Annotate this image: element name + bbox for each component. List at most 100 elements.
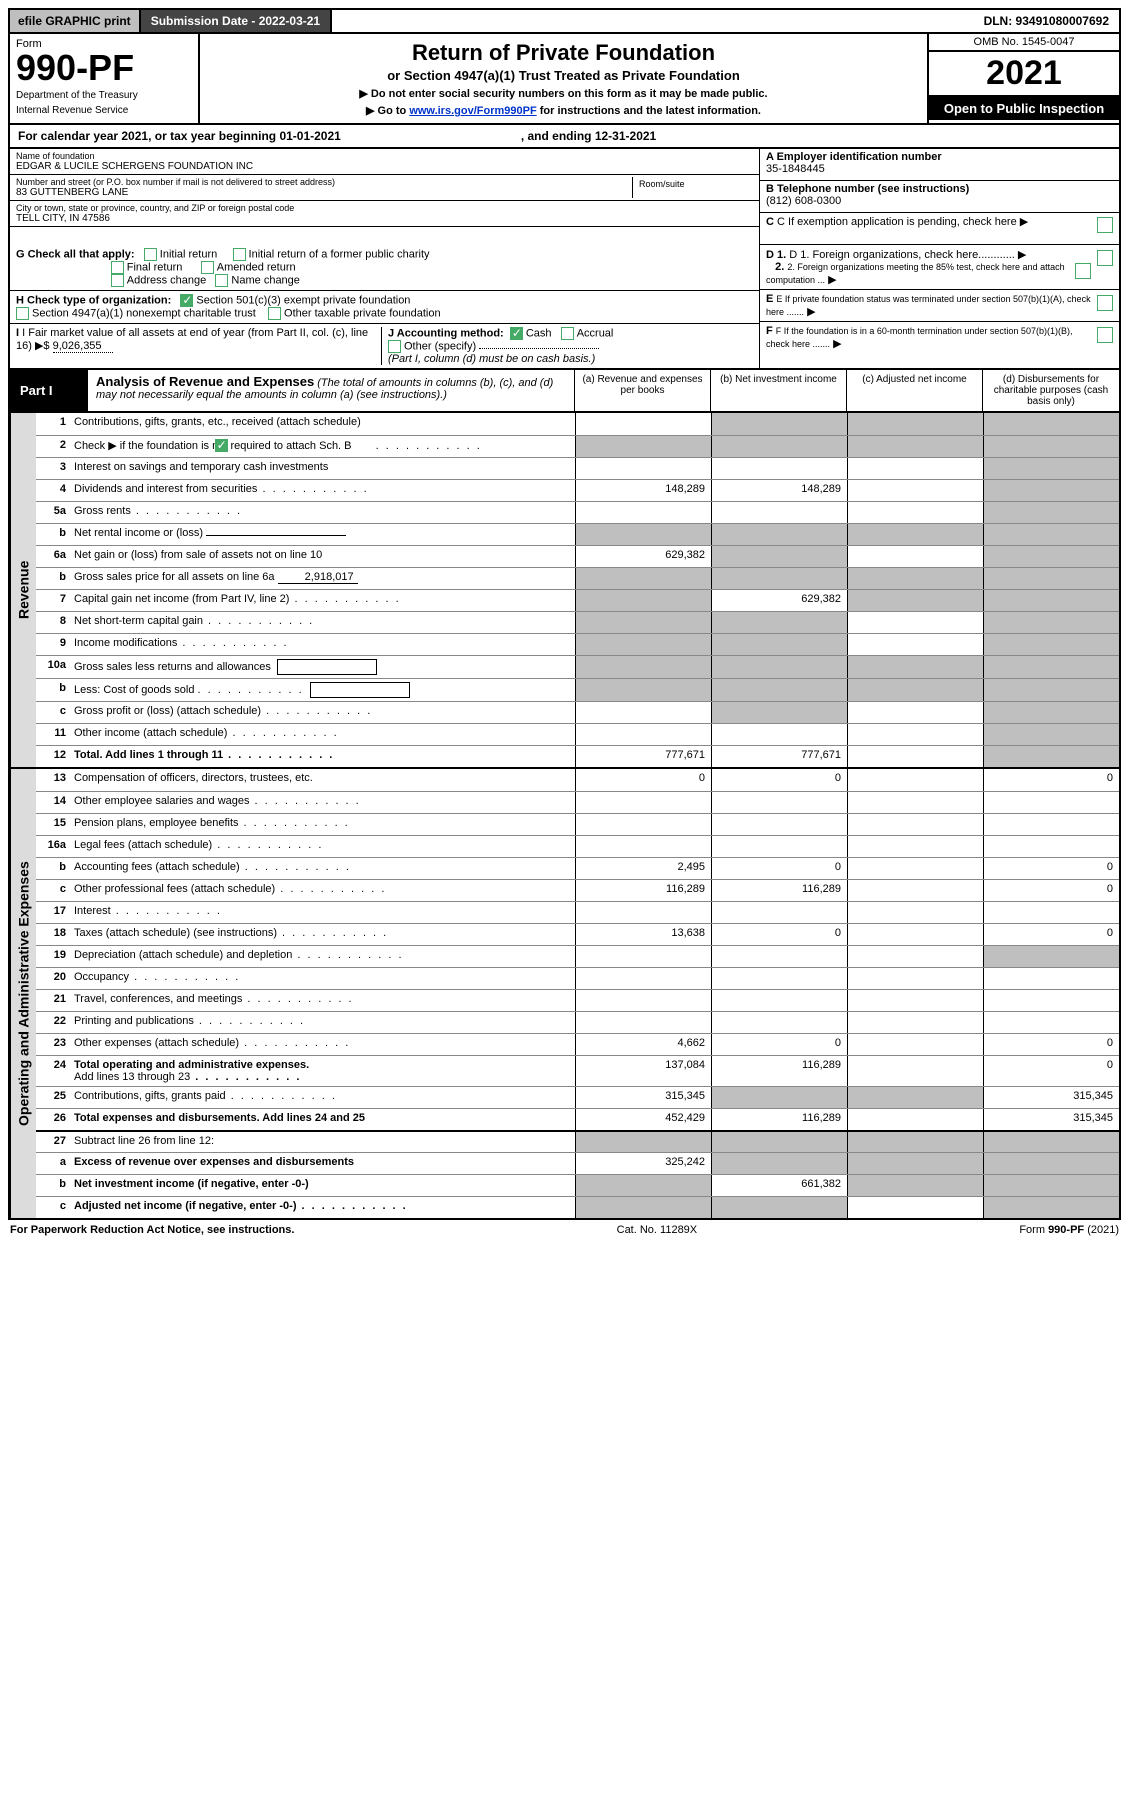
checkbox-sch-b[interactable] <box>215 439 228 452</box>
v25d: 315,345 <box>983 1087 1119 1108</box>
g-row: G Check all that apply: Initial return I… <box>10 245 759 290</box>
ein-label: A Employer identification number <box>766 151 942 163</box>
calendar-year-row: For calendar year 2021, or tax year begi… <box>8 125 1121 149</box>
room-suite-label: Room/suite <box>639 179 685 189</box>
instr-goto-pre: ▶ Go to <box>366 105 409 117</box>
form-number: 990-PF <box>16 50 192 86</box>
revenue-side-tab: Revenue <box>10 413 36 767</box>
expenses-side-tab: Operating and Administrative Expenses <box>10 769 36 1218</box>
foundation-name: EDGAR & LUCILE SCHERGENS FOUNDATION INC <box>16 161 753 172</box>
g-initial-former: Initial return of a former public charit… <box>249 248 430 260</box>
c-label: C If exemption application is pending, c… <box>777 216 1017 228</box>
checkbox-amended[interactable] <box>201 261 214 274</box>
v26a: 452,429 <box>575 1109 711 1130</box>
checkbox-name-change[interactable] <box>215 274 228 287</box>
checkbox-initial-former[interactable] <box>233 248 246 261</box>
v27a: 325,242 <box>575 1153 711 1174</box>
dept-treasury: Department of the Treasury <box>16 90 192 101</box>
checkbox-d1[interactable] <box>1097 250 1113 266</box>
checkbox-d2[interactable] <box>1075 263 1091 279</box>
cal-end: , and ending 12-31-2021 <box>521 129 656 143</box>
page-footer: For Paperwork Reduction Act Notice, see … <box>8 1220 1121 1240</box>
tax-year: 2021 <box>929 52 1119 97</box>
line-9: Income modifications <box>70 634 575 655</box>
line-23: Other expenses (attach schedule) <box>70 1034 575 1055</box>
v23d: 0 <box>983 1034 1119 1055</box>
v24b: 116,289 <box>711 1056 847 1086</box>
checkbox-f[interactable] <box>1097 327 1113 343</box>
v13b: 0 <box>711 769 847 791</box>
g-name-change: Name change <box>231 274 300 286</box>
dept-irs: Internal Revenue Service <box>16 105 192 116</box>
v26b: 116,289 <box>711 1109 847 1130</box>
v18a: 13,638 <box>575 924 711 945</box>
v4b: 148,289 <box>711 480 847 501</box>
line-7: Capital gain net income (from Part IV, l… <box>70 590 575 611</box>
h-label: H Check type of organization: <box>16 294 171 306</box>
checkbox-other-taxable[interactable] <box>268 307 281 320</box>
address-value: 83 GUTTENBERG LANE <box>16 187 632 198</box>
line-14: Other employee salaries and wages <box>70 792 575 813</box>
checkbox-final-return[interactable] <box>111 261 124 274</box>
v16ca: 116,289 <box>575 880 711 901</box>
line-5b: Net rental income or (loss) <box>70 524 575 545</box>
line-27: Subtract line 26 from line 12: <box>70 1132 575 1152</box>
f-label: F If the foundation is in a 60-month ter… <box>766 326 1072 349</box>
line-17: Interest <box>70 902 575 923</box>
line-11: Other income (attach schedule) <box>70 724 575 745</box>
checkbox-cash[interactable] <box>510 327 523 340</box>
v12a: 777,671 <box>575 746 711 767</box>
v6b: 2,918,017 <box>278 571 358 584</box>
j-accrual: Accrual <box>577 327 614 339</box>
d1-label: D 1. Foreign organizations, check here..… <box>789 249 1015 261</box>
checkbox-4947[interactable] <box>16 307 29 320</box>
line-2: Check ▶ if the foundation is not require… <box>70 436 575 457</box>
v13d: 0 <box>983 769 1119 791</box>
j-other: Other (specify) <box>404 340 476 352</box>
line-21: Travel, conferences, and meetings <box>70 990 575 1011</box>
line-27b: Net investment income (if negative, ente… <box>70 1175 575 1196</box>
h-other-taxable: Other taxable private foundation <box>284 307 441 319</box>
form-title: Return of Private Foundation <box>210 40 917 66</box>
instr-goto-post: for instructions and the latest informat… <box>537 105 761 117</box>
line-13: Compensation of officers, directors, tru… <box>70 769 575 791</box>
line-6b: Gross sales price for all assets on line… <box>70 568 575 589</box>
checkbox-e[interactable] <box>1097 295 1113 311</box>
checkbox-address-change[interactable] <box>111 274 124 287</box>
j-label: J Accounting method: <box>388 327 504 339</box>
v13a: 0 <box>575 769 711 791</box>
line-16a: Legal fees (attach schedule) <box>70 836 575 857</box>
ein-value: 35-1848445 <box>766 163 825 175</box>
checkbox-other-method[interactable] <box>388 340 401 353</box>
g-final-return: Final return <box>127 261 183 273</box>
h-4947: Section 4947(a)(1) nonexempt charitable … <box>32 307 256 319</box>
g-address-change: Address change <box>127 274 207 286</box>
instr-no-ssn: ▶ Do not enter social security numbers o… <box>210 87 917 100</box>
v18d: 0 <box>983 924 1119 945</box>
v23a: 4,662 <box>575 1034 711 1055</box>
line-16b: Accounting fees (attach schedule) <box>70 858 575 879</box>
checkbox-accrual[interactable] <box>561 327 574 340</box>
h-row: H Check type of organization: Section 50… <box>10 290 759 323</box>
line-10b: Less: Cost of goods sold <box>70 679 575 701</box>
col-a-header: (a) Revenue and expenses per books <box>575 370 711 411</box>
checkbox-501c3[interactable] <box>180 294 193 307</box>
revenue-table: Revenue 1Contributions, gifts, grants, e… <box>8 413 1121 769</box>
col-b-header: (b) Net investment income <box>711 370 847 411</box>
v24d: 0 <box>983 1056 1119 1086</box>
checkbox-c[interactable] <box>1097 217 1113 233</box>
efile-print-button[interactable]: efile GRAPHIC print <box>10 10 141 32</box>
line-1: Contributions, gifts, grants, etc., rece… <box>70 413 575 435</box>
line-24: Total operating and administrative expen… <box>70 1056 575 1086</box>
footer-right: Form 990-PF (2021) <box>1019 1224 1119 1236</box>
instr-goto: ▶ Go to www.irs.gov/Form990PF for instru… <box>210 104 917 117</box>
v18b: 0 <box>711 924 847 945</box>
form990pf-link[interactable]: www.irs.gov/Form990PF <box>409 105 536 117</box>
e-label: E If private foundation status was termi… <box>766 294 1091 317</box>
v16cb: 116,289 <box>711 880 847 901</box>
checkbox-initial-return[interactable] <box>144 248 157 261</box>
city-value: TELL CITY, IN 47586 <box>16 213 753 224</box>
v23b: 0 <box>711 1034 847 1055</box>
v16ba: 2,495 <box>575 858 711 879</box>
col-d-header: (d) Disbursements for charitable purpose… <box>983 370 1119 411</box>
